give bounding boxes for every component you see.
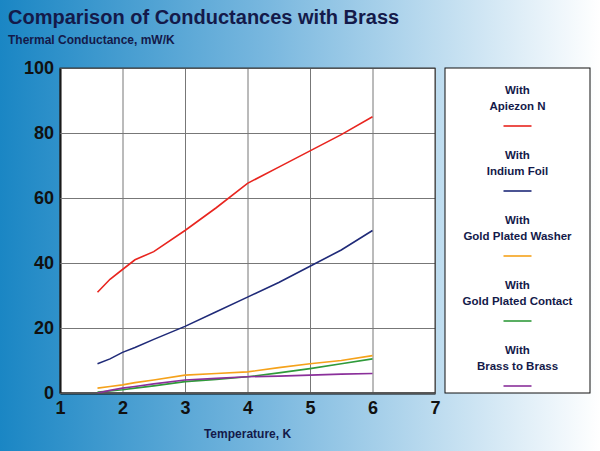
legend-swatch [504,255,532,257]
series-line [98,374,373,394]
lines [98,117,373,393]
legend-swatch [504,320,532,322]
grid-line [60,133,435,134]
grid-line [60,198,435,199]
plot-frame [60,68,435,393]
series-line [98,356,373,389]
series-line [98,117,373,293]
tick: 40 [34,253,435,273]
grid-line [60,328,435,329]
tick-label: 60 [34,188,54,208]
tick-label: 7 [430,398,440,418]
series-line [98,231,373,364]
legend-label: WithIndium Foil [487,149,548,177]
legend: WithApiezon N WithIndium Foil WithGold Pla… [445,68,590,393]
legend-swatch [504,385,532,387]
tick: 20 [34,318,435,338]
tick: 4 [243,68,253,418]
tick-label: 80 [34,123,54,143]
y-axis-title: Thermal Conductance, mW/K [8,33,175,47]
chart-container: Comparison of Conductances with Brass The… [0,0,600,451]
grid-line [248,68,249,393]
series-line [98,359,373,392]
legend-box [445,68,590,393]
tick-label: 4 [243,398,253,418]
tick-label: 6 [368,398,378,418]
title: Comparison of Conductances with Brass [8,6,399,28]
tick: 80 [34,123,435,143]
tick-label: 3 [180,398,190,418]
tick: 60 [34,188,435,208]
x-axis: 1 2 3 4 5 6 7 [55,68,440,418]
legend-label: WithGold Plated Contact [463,279,573,307]
tick-label: 5 [305,398,315,418]
grid-line [60,263,435,264]
legend-swatch [504,190,532,192]
tick-label: 20 [34,318,54,338]
legend-label: WithBrass to Brass [477,344,558,372]
tick-label: 100 [24,58,54,78]
tick: 5 [305,68,315,418]
tick: 2 [118,68,128,418]
tick-label: 1 [55,398,65,418]
grid-line [123,68,124,393]
background [0,0,600,451]
plot-area [60,68,435,393]
chart-svg: Comparison of Conductances with Brass The… [0,0,600,451]
tick-label: 40 [34,253,54,273]
tick-label: 2 [118,398,128,418]
tick-label: 0 [44,383,54,403]
legend-label: WithGold Plated Washer [463,214,572,242]
grid-line [373,68,374,393]
tick: 3 [180,68,190,418]
tick: 6 [368,68,378,418]
grid-line [310,68,311,393]
legend-swatch [504,125,532,127]
legend-label: WithApiezon N [489,84,545,112]
y-axis: 0 20 40 60 80 100 [24,58,435,403]
x-axis-title: Temperature, K [204,427,291,441]
